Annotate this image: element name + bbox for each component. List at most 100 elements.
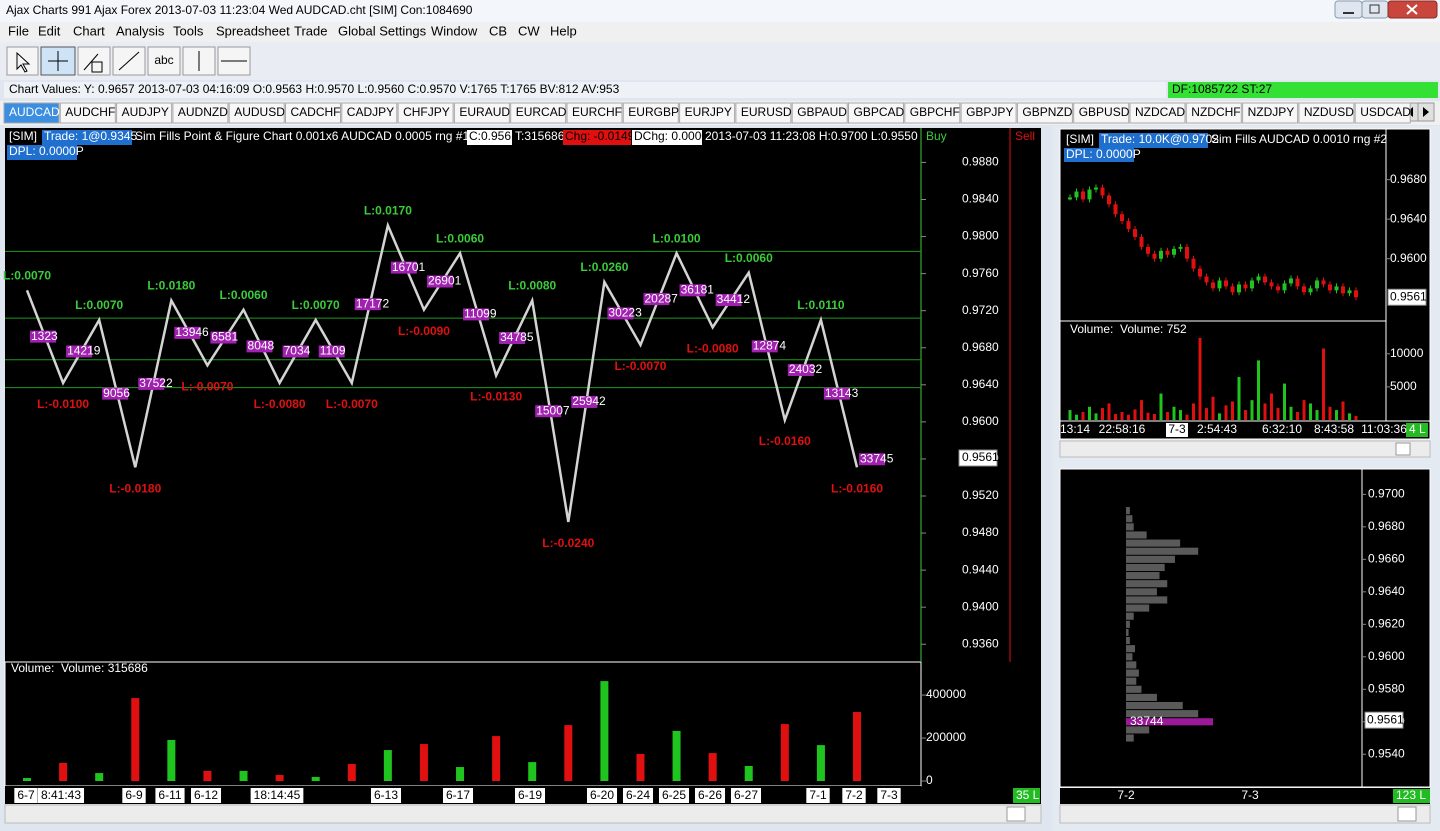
tab[interactable]	[510, 102, 567, 124]
tab[interactable]	[848, 102, 904, 124]
menu-item[interactable]: Spreadsheet	[216, 23, 290, 38]
tab[interactable]	[397, 102, 454, 124]
volume-bar	[600, 681, 609, 781]
leg-volume: 14219	[67, 344, 101, 358]
tab[interactable]	[341, 102, 398, 124]
mini-scrollbar[interactable]	[1059, 440, 1431, 458]
change-badge	[563, 130, 631, 145]
mini-volume-label: Volume: 752	[1120, 322, 1187, 336]
mini-volume-bar	[1088, 406, 1091, 420]
menu-item[interactable]: Global Settings	[338, 23, 427, 38]
leg-volume-bg	[30, 330, 56, 343]
mini-volume-bar	[1244, 410, 1247, 420]
icon	[1406, 4, 1418, 15]
tab[interactable]	[1242, 102, 1299, 124]
menu-item[interactable]: Chart	[73, 23, 105, 38]
tab[interactable]	[1073, 102, 1130, 124]
tab[interactable]	[3, 102, 60, 124]
mini-dpl: DPL: 0.0000P	[1066, 147, 1141, 161]
candle	[1120, 214, 1124, 222]
tab[interactable]	[960, 102, 1017, 124]
menu-item[interactable]: Help	[550, 23, 577, 38]
mini-volume-bar	[1127, 414, 1130, 420]
tab[interactable]	[735, 102, 792, 124]
y-tick-label: 0.9840	[962, 192, 999, 206]
swing-label: L:0.0170	[364, 204, 412, 218]
tab[interactable]	[1016, 102, 1073, 124]
swing-label: L:0.0070	[75, 298, 123, 312]
scroll-thumb[interactable]	[1006, 806, 1026, 822]
tab[interactable]	[791, 102, 848, 124]
mini-volume-bar	[1237, 376, 1241, 420]
sell-label[interactable]: Sell	[1015, 129, 1035, 143]
scroll-thumb[interactable]	[1395, 442, 1411, 456]
trade: Trade: 1@0.9345	[44, 129, 137, 143]
x-tick-box	[442, 788, 474, 803]
menu-item[interactable]: Window	[431, 23, 478, 38]
tab[interactable]	[172, 102, 229, 124]
tab[interactable]	[1298, 102, 1355, 124]
tab[interactable]	[228, 102, 285, 124]
volume-bar	[708, 753, 717, 781]
tab-label: NZDCAD	[1135, 105, 1185, 119]
menu-item[interactable]: CB	[489, 23, 507, 38]
measure-tool[interactable]	[77, 46, 111, 76]
leg-volume: 20287	[644, 291, 678, 305]
profile-scrollbar[interactable]	[1059, 804, 1431, 824]
minimize-button[interactable]	[1334, 0, 1363, 19]
leg-volume-bg	[463, 308, 490, 321]
tab[interactable]	[453, 102, 510, 124]
tab[interactable]	[1185, 102, 1242, 124]
mini-volume-bar	[1302, 400, 1306, 420]
tab[interactable]	[679, 102, 736, 124]
tab-label: AUDUSD	[234, 105, 285, 119]
menu-item[interactable]: Trade	[294, 23, 327, 38]
toolbar	[0, 42, 1440, 80]
candle	[1347, 290, 1352, 294]
tab[interactable]	[904, 102, 961, 124]
x-tick-box	[250, 788, 304, 803]
candle	[1081, 191, 1085, 200]
mini-volume-bar	[1179, 410, 1182, 420]
candle	[1146, 246, 1150, 254]
buy-label[interactable]: Buy	[926, 129, 947, 143]
swing-label: L:0.0260	[580, 260, 628, 274]
tab[interactable]	[1129, 102, 1186, 124]
scroll-thumb[interactable]	[1397, 806, 1417, 822]
menu-item[interactable]: Edit	[38, 23, 61, 38]
x-tick-box	[694, 788, 726, 803]
tab[interactable]	[566, 102, 623, 124]
candle	[1107, 195, 1111, 205]
x-tick-box	[190, 788, 222, 803]
bar-count: 35 L	[1016, 788, 1040, 802]
tab[interactable]	[59, 102, 116, 124]
pointer-tool[interactable]	[6, 46, 39, 76]
tab[interactable]	[1354, 102, 1411, 124]
candle	[1178, 246, 1183, 249]
menu-item[interactable]: Tools	[173, 23, 204, 38]
profile-bar	[1126, 685, 1142, 693]
leg-volume: 17172	[356, 296, 390, 310]
maximize-button[interactable]	[1361, 0, 1389, 19]
tab[interactable]	[622, 102, 679, 124]
profile-bar	[1126, 596, 1168, 604]
profile-y-tick-label: 0.9660	[1368, 552, 1405, 566]
x-tick-label: 6-12	[194, 788, 218, 802]
tab-label: GBPCAD	[854, 105, 905, 119]
menu-item[interactable]: CW	[518, 23, 540, 38]
mini-x-tick-label: 8:43:58	[1314, 422, 1354, 436]
swing-label: L:-0.0070	[326, 397, 378, 411]
tab[interactable]	[116, 102, 173, 124]
candle	[1094, 187, 1098, 190]
description: Sim Fills Point & Figure Chart 0.001x6 A…	[135, 129, 469, 143]
text-tool[interactable]	[147, 46, 181, 76]
candle	[1211, 282, 1215, 289]
menu-item[interactable]: Analysis	[116, 23, 165, 38]
horizontal-scrollbar[interactable]	[4, 804, 1042, 824]
tab[interactable]	[285, 102, 341, 124]
swing-label: L:-0.0070	[181, 380, 233, 394]
x-tick-box	[14, 788, 38, 803]
menu-item[interactable]: File	[8, 23, 29, 38]
candle	[1204, 276, 1209, 283]
